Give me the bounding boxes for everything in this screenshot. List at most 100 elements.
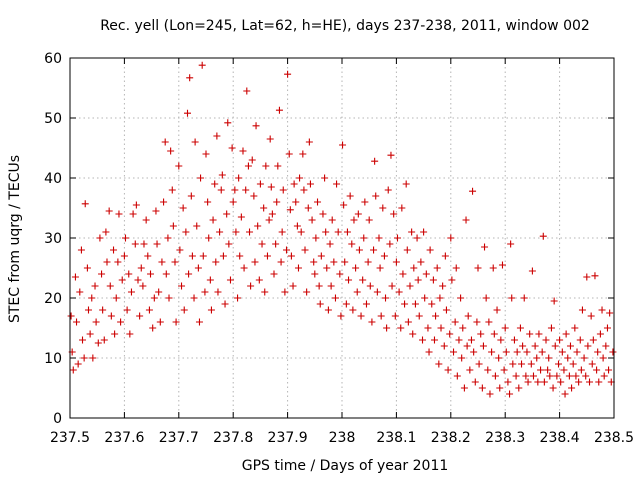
data-point xyxy=(368,318,376,326)
data-point xyxy=(225,240,233,248)
data-point xyxy=(330,258,338,266)
data-point xyxy=(482,294,490,302)
data-point xyxy=(118,276,126,284)
data-point xyxy=(239,147,247,155)
data-point xyxy=(265,216,273,224)
data-point xyxy=(285,150,293,158)
data-point xyxy=(471,378,479,386)
data-point xyxy=(603,324,611,332)
data-point xyxy=(195,318,203,326)
data-point xyxy=(526,330,534,338)
data-point xyxy=(376,264,384,272)
data-point xyxy=(577,366,585,374)
data-point xyxy=(314,198,322,206)
data-point xyxy=(575,378,583,386)
data-point xyxy=(450,348,458,356)
x-tick-label: 238 xyxy=(329,430,356,446)
data-point xyxy=(420,228,428,236)
data-point xyxy=(568,384,576,392)
data-points xyxy=(67,61,617,398)
data-point xyxy=(520,294,528,302)
data-point xyxy=(440,342,448,350)
data-point xyxy=(126,330,134,338)
data-point xyxy=(204,198,212,206)
data-point xyxy=(326,240,334,248)
data-point xyxy=(365,216,373,224)
data-point xyxy=(380,252,388,260)
data-point xyxy=(67,312,75,320)
data-point xyxy=(477,330,485,338)
x-tick-label: 238.5 xyxy=(594,430,634,446)
data-point xyxy=(167,147,175,155)
data-point xyxy=(528,267,536,275)
data-point xyxy=(147,270,155,278)
data-point xyxy=(350,216,358,224)
data-point xyxy=(352,264,360,272)
data-point xyxy=(117,318,125,326)
data-point xyxy=(401,300,409,308)
data-point xyxy=(606,309,614,317)
data-point xyxy=(342,300,350,308)
data-point xyxy=(596,330,604,338)
data-point xyxy=(333,180,341,188)
data-point xyxy=(244,162,252,170)
data-point xyxy=(315,282,323,290)
data-point xyxy=(286,206,294,214)
data-point xyxy=(327,282,335,290)
data-point xyxy=(164,234,172,242)
data-point xyxy=(121,234,129,242)
data-point xyxy=(502,348,510,356)
data-point xyxy=(497,336,505,344)
data-point xyxy=(198,61,206,69)
data-point xyxy=(289,282,297,290)
x-tick-label: 238.4 xyxy=(540,430,580,446)
data-point xyxy=(426,246,434,254)
data-point xyxy=(77,246,85,254)
data-point xyxy=(179,204,187,212)
data-point xyxy=(94,339,102,347)
data-point xyxy=(371,157,379,165)
data-point xyxy=(185,270,193,278)
data-point xyxy=(231,186,239,194)
data-point xyxy=(403,246,411,254)
data-point xyxy=(470,348,478,356)
data-point xyxy=(84,306,92,314)
data-point xyxy=(191,138,199,146)
data-point xyxy=(137,264,145,272)
data-point xyxy=(469,187,477,195)
data-point xyxy=(221,300,229,308)
data-point xyxy=(609,348,617,356)
data-point xyxy=(417,258,425,266)
data-point xyxy=(602,342,610,350)
data-point xyxy=(573,348,581,356)
data-point xyxy=(308,216,316,224)
data-point xyxy=(242,186,250,194)
data-point xyxy=(226,276,234,284)
x-tick-label: 237.9 xyxy=(268,430,308,446)
data-point xyxy=(422,270,430,278)
data-point xyxy=(364,258,372,266)
data-point xyxy=(558,348,566,356)
data-point xyxy=(580,354,588,362)
data-point xyxy=(366,282,374,290)
x-tick-label: 238.1 xyxy=(376,430,416,446)
data-point xyxy=(588,360,596,368)
data-point xyxy=(535,330,543,338)
data-point xyxy=(546,372,554,380)
data-point xyxy=(71,273,79,281)
data-point xyxy=(507,240,515,248)
data-point xyxy=(152,207,160,215)
data-point xyxy=(346,192,354,200)
data-point xyxy=(491,372,499,380)
data-point xyxy=(510,336,518,344)
data-point xyxy=(175,162,183,170)
data-point xyxy=(86,330,94,338)
data-point xyxy=(500,366,508,374)
data-point xyxy=(386,240,394,248)
data-point xyxy=(205,234,213,242)
data-point xyxy=(435,360,443,368)
data-point xyxy=(162,270,170,278)
data-point xyxy=(254,222,262,230)
data-point xyxy=(488,348,496,356)
data-point xyxy=(522,372,530,380)
